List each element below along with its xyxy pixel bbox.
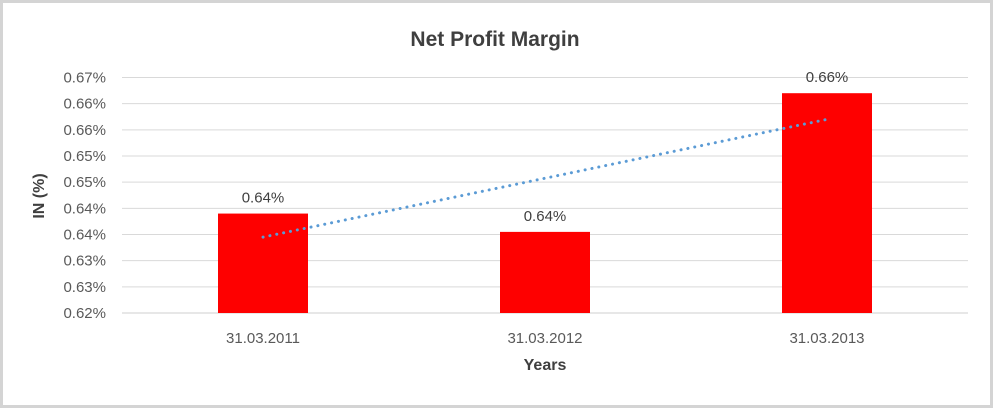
x-tick-label: 31.03.2011 (226, 330, 300, 347)
y-axis-tick-labels: 0.62% 0.63% 0.63% 0.64% 0.64% 0.65% 0.65% 0.66%… (63, 70, 106, 323)
y-axis-title: IN (%) (31, 173, 48, 218)
bar-value-labels: 0.64% 0.64% 0.66% (242, 69, 849, 225)
y-tick-label: 0.67% (63, 70, 106, 87)
y-tick-label: 0.65% (63, 174, 106, 191)
y-tick-label: 0.66% (63, 96, 106, 113)
y-tick-label: 0.65% (63, 148, 106, 165)
bar-31.03.2011 (218, 213, 308, 313)
bar-31.03.2012 (500, 231, 590, 313)
x-axis-tick-labels: 31.03.2011 31.03.2012 31.03.2013 (226, 330, 865, 347)
bar-value-label: 0.64% (524, 208, 567, 225)
y-tick-label: 0.63% (63, 279, 106, 296)
bar-series (218, 93, 872, 313)
y-tick-label: 0.64% (63, 227, 106, 244)
trendline (261, 117, 829, 239)
trendline-segment (261, 117, 829, 239)
bar-value-label: 0.66% (806, 69, 849, 86)
y-tick-label: 0.62% (63, 305, 106, 322)
x-axis-title: Years (524, 357, 567, 374)
bar-31.03.2013 (782, 93, 872, 313)
y-tick-label: 0.63% (63, 253, 106, 270)
x-tick-label: 31.03.2013 (789, 330, 864, 347)
y-tick-label: 0.64% (63, 200, 106, 217)
chart-title: Net Profit Margin (410, 28, 579, 51)
x-tick-label: 31.03.2012 (507, 330, 582, 347)
y-tick-label: 0.66% (63, 122, 106, 139)
bar-value-label: 0.64% (242, 190, 285, 207)
